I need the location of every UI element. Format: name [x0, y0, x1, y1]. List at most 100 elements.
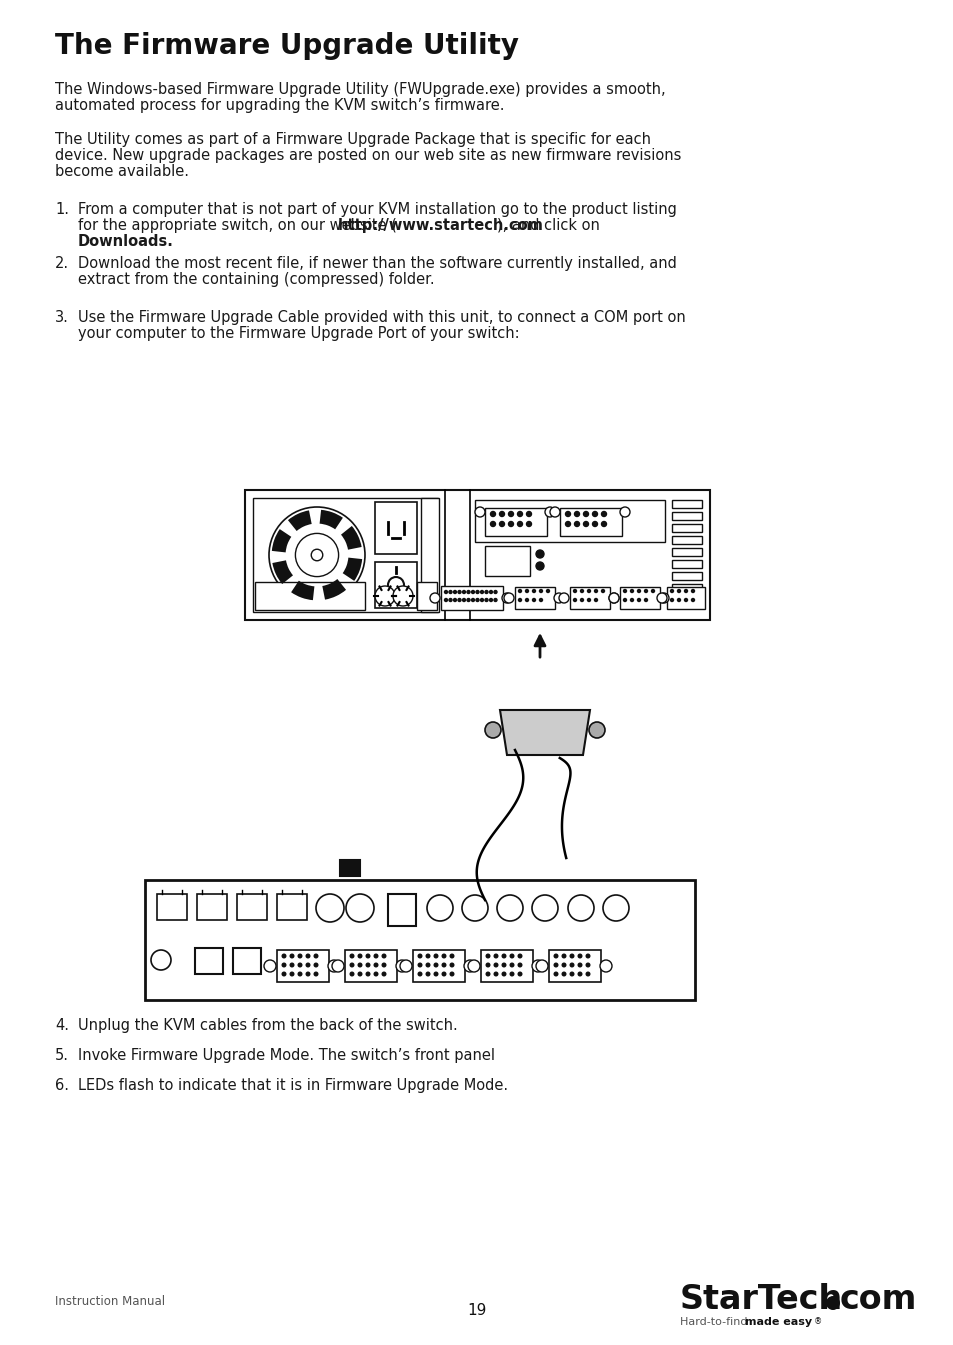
Circle shape — [484, 722, 500, 738]
Circle shape — [532, 960, 543, 972]
Bar — [339, 859, 359, 876]
Bar — [671, 537, 701, 543]
Circle shape — [434, 963, 437, 967]
Text: 19: 19 — [467, 1303, 486, 1318]
Circle shape — [486, 972, 489, 976]
Bar — [253, 498, 437, 612]
Circle shape — [588, 722, 604, 738]
Circle shape — [544, 507, 555, 516]
Text: for the appropriate switch, on our website (: for the appropriate switch, on our websi… — [78, 218, 396, 233]
Circle shape — [602, 894, 628, 921]
Circle shape — [501, 954, 505, 958]
Circle shape — [417, 972, 421, 976]
Circle shape — [503, 593, 514, 603]
Circle shape — [517, 963, 521, 967]
Bar — [619, 586, 659, 609]
Bar — [276, 950, 329, 982]
Circle shape — [578, 954, 581, 958]
Circle shape — [480, 599, 483, 601]
Circle shape — [399, 960, 412, 972]
Circle shape — [475, 507, 484, 516]
Circle shape — [449, 590, 452, 593]
Circle shape — [486, 963, 489, 967]
Bar — [671, 525, 701, 533]
Circle shape — [510, 963, 514, 967]
Circle shape — [374, 954, 377, 958]
Circle shape — [561, 972, 565, 976]
Circle shape — [561, 963, 565, 967]
Circle shape — [306, 972, 310, 976]
Circle shape — [587, 599, 590, 601]
Circle shape — [677, 589, 679, 593]
Circle shape — [677, 599, 679, 601]
Circle shape — [637, 589, 639, 593]
Circle shape — [525, 589, 528, 593]
Circle shape — [462, 590, 465, 593]
Circle shape — [442, 963, 445, 967]
Circle shape — [570, 963, 573, 967]
Bar — [515, 586, 555, 609]
Circle shape — [306, 963, 310, 967]
Bar — [416, 582, 436, 611]
Text: your computer to the Firmware Upgrade Port of your switch:: your computer to the Firmware Upgrade Po… — [78, 325, 519, 342]
Text: Unplug the KVM cables from the back of the switch.: Unplug the KVM cables from the back of t… — [78, 1018, 457, 1033]
Text: StarTech: StarTech — [679, 1283, 842, 1315]
Circle shape — [510, 972, 514, 976]
Circle shape — [554, 963, 558, 967]
Circle shape — [526, 511, 531, 516]
Circle shape — [468, 960, 479, 972]
Circle shape — [570, 954, 573, 958]
Polygon shape — [499, 710, 589, 755]
Circle shape — [393, 586, 413, 607]
Bar — [671, 560, 701, 568]
Circle shape — [290, 954, 294, 958]
Circle shape — [314, 963, 317, 967]
Bar — [671, 547, 701, 555]
Circle shape — [536, 960, 547, 972]
Circle shape — [510, 954, 514, 958]
Circle shape — [426, 954, 430, 958]
Circle shape — [417, 954, 421, 958]
Circle shape — [630, 589, 633, 593]
Circle shape — [517, 972, 521, 976]
Circle shape — [382, 963, 385, 967]
Circle shape — [684, 599, 687, 601]
Circle shape — [314, 972, 317, 976]
Circle shape — [332, 960, 344, 972]
Circle shape — [558, 593, 568, 603]
Circle shape — [450, 972, 454, 976]
Circle shape — [315, 894, 344, 923]
Circle shape — [583, 511, 588, 516]
Text: 3.: 3. — [55, 309, 69, 325]
Circle shape — [357, 972, 361, 976]
Text: The Utility comes as part of a Firmware Upgrade Package that is specific for eac: The Utility comes as part of a Firmware … — [55, 132, 650, 147]
Circle shape — [670, 589, 673, 593]
Text: automated process for upgrading the KVM switch’s firmware.: automated process for upgrading the KVM … — [55, 98, 504, 113]
Text: com: com — [840, 1283, 917, 1315]
Circle shape — [532, 589, 535, 593]
Circle shape — [427, 894, 453, 921]
Circle shape — [670, 599, 673, 601]
Circle shape — [282, 963, 286, 967]
Circle shape — [608, 593, 618, 603]
Circle shape — [350, 954, 354, 958]
Circle shape — [471, 590, 474, 593]
Bar — [420, 498, 438, 612]
Circle shape — [592, 511, 597, 516]
Text: Use the Firmware Upgrade Cable provided with this unit, to connect a COM port on: Use the Firmware Upgrade Cable provided … — [78, 309, 685, 325]
Circle shape — [462, 599, 465, 601]
Circle shape — [298, 963, 301, 967]
Circle shape — [357, 954, 361, 958]
Circle shape — [489, 599, 492, 601]
Circle shape — [494, 590, 497, 593]
Circle shape — [565, 522, 570, 526]
Text: Invoke Firmware Upgrade Mode. The switch’s front panel: Invoke Firmware Upgrade Mode. The switch… — [78, 1048, 495, 1063]
Circle shape — [388, 577, 403, 593]
Circle shape — [573, 599, 576, 601]
Bar — [484, 508, 546, 537]
Bar — [194, 948, 223, 974]
Bar — [548, 950, 600, 982]
Circle shape — [601, 511, 606, 516]
Bar — [440, 586, 502, 611]
Circle shape — [311, 549, 322, 561]
